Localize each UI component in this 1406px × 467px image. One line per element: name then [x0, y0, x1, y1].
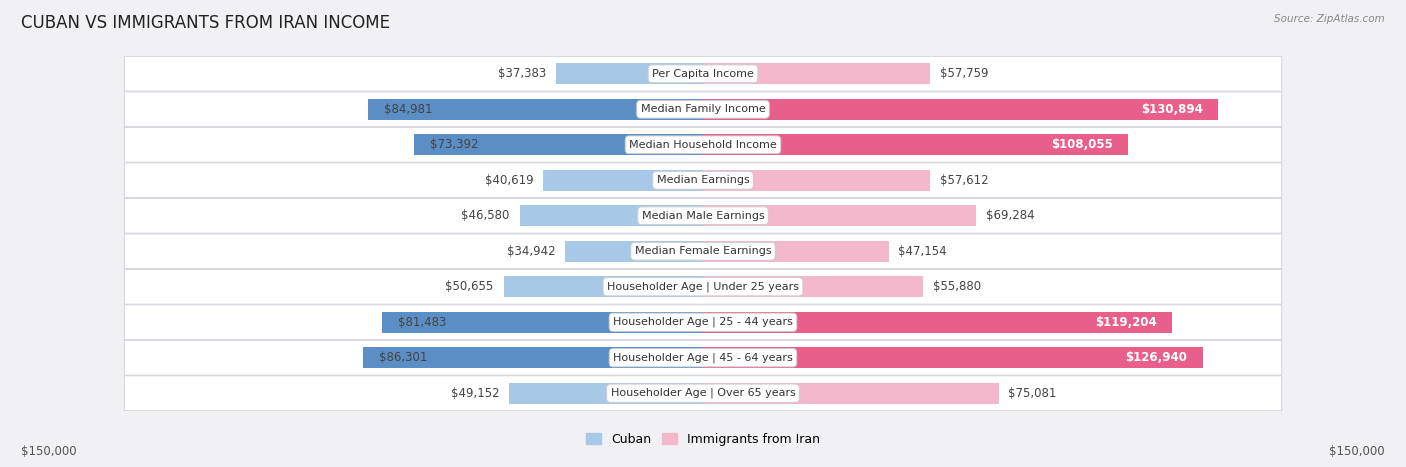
Legend: Cuban, Immigrants from Iran: Cuban, Immigrants from Iran [582, 428, 824, 451]
Bar [565, 241, 703, 262]
Text: Source: ZipAtlas.com: Source: ZipAtlas.com [1274, 14, 1385, 24]
Text: Median Male Earnings: Median Male Earnings [641, 211, 765, 221]
Bar [415, 134, 703, 155]
Text: $49,152: $49,152 [451, 387, 499, 400]
Bar [703, 312, 1173, 333]
Bar [520, 205, 703, 226]
Text: $126,940: $126,940 [1125, 351, 1187, 364]
FancyBboxPatch shape [124, 163, 1282, 198]
Text: $150,000: $150,000 [1329, 445, 1385, 458]
FancyBboxPatch shape [124, 340, 1282, 375]
Text: $75,081: $75,081 [1008, 387, 1057, 400]
Text: $130,894: $130,894 [1140, 103, 1202, 116]
Bar [703, 383, 998, 403]
Text: $81,483: $81,483 [398, 316, 446, 329]
Text: $50,655: $50,655 [446, 280, 494, 293]
FancyBboxPatch shape [124, 376, 1282, 410]
Bar [503, 276, 703, 297]
Bar [368, 99, 703, 120]
FancyBboxPatch shape [124, 92, 1282, 127]
Text: Householder Age | Under 25 years: Householder Age | Under 25 years [607, 282, 799, 292]
Text: Median Household Income: Median Household Income [628, 140, 778, 150]
Bar [703, 205, 976, 226]
Text: Householder Age | 25 - 44 years: Householder Age | 25 - 44 years [613, 317, 793, 327]
Bar [382, 312, 703, 333]
Bar [703, 170, 929, 191]
FancyBboxPatch shape [124, 198, 1282, 233]
Bar [703, 276, 922, 297]
Bar [703, 64, 931, 84]
FancyBboxPatch shape [124, 127, 1282, 162]
Text: $46,580: $46,580 [461, 209, 510, 222]
Text: $47,154: $47,154 [898, 245, 948, 258]
Text: $119,204: $119,204 [1095, 316, 1157, 329]
Bar [703, 347, 1202, 368]
Text: $108,055: $108,055 [1050, 138, 1112, 151]
Text: Median Female Earnings: Median Female Earnings [634, 246, 772, 256]
Text: Median Family Income: Median Family Income [641, 104, 765, 114]
Text: $150,000: $150,000 [21, 445, 77, 458]
Bar [703, 134, 1129, 155]
Text: $34,942: $34,942 [508, 245, 555, 258]
Text: CUBAN VS IMMIGRANTS FROM IRAN INCOME: CUBAN VS IMMIGRANTS FROM IRAN INCOME [21, 14, 389, 32]
Bar [703, 241, 889, 262]
Text: $57,759: $57,759 [941, 67, 988, 80]
Bar [555, 64, 703, 84]
FancyBboxPatch shape [124, 269, 1282, 304]
Bar [509, 383, 703, 403]
FancyBboxPatch shape [124, 234, 1282, 269]
FancyBboxPatch shape [124, 57, 1282, 91]
Text: $37,383: $37,383 [498, 67, 546, 80]
Text: Householder Age | Over 65 years: Householder Age | Over 65 years [610, 388, 796, 398]
Text: Per Capita Income: Per Capita Income [652, 69, 754, 79]
Bar [543, 170, 703, 191]
Text: $55,880: $55,880 [932, 280, 981, 293]
Bar [703, 99, 1219, 120]
Text: $69,284: $69,284 [986, 209, 1035, 222]
Text: $73,392: $73,392 [430, 138, 478, 151]
Text: $40,619: $40,619 [485, 174, 533, 187]
Text: Householder Age | 45 - 64 years: Householder Age | 45 - 64 years [613, 353, 793, 363]
Text: $86,301: $86,301 [380, 351, 427, 364]
Text: $84,981: $84,981 [384, 103, 433, 116]
FancyBboxPatch shape [124, 305, 1282, 340]
Text: $57,612: $57,612 [939, 174, 988, 187]
Bar [363, 347, 703, 368]
Text: Median Earnings: Median Earnings [657, 175, 749, 185]
